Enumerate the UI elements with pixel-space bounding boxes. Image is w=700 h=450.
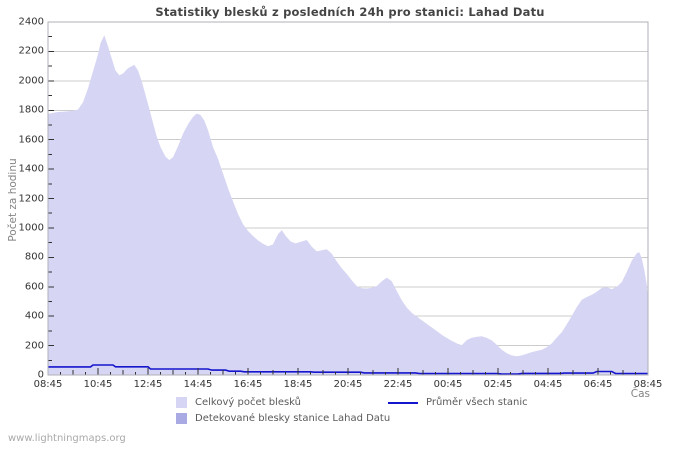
legend-item-station: Detekované blesky stanice Lahad Datu [176, 413, 390, 424]
legend-label-station: Detekované blesky stanice Lahad Datu [195, 413, 391, 424]
y-tick-label: 400 [24, 310, 44, 322]
plot-border [47, 21, 649, 376]
legend-label-total: Celkový počet blesků [195, 397, 302, 408]
x-tick-label: 02:45 [483, 379, 513, 390]
station-area-swatch [176, 413, 187, 424]
legend-item-total: Celkový počet blesků [176, 397, 301, 408]
y-tick-label: 2000 [18, 75, 44, 87]
y-tick-label: 2400 [18, 16, 44, 28]
x-tick-label: 18:45 [283, 379, 313, 390]
x-tick-label: 14:45 [183, 379, 213, 390]
y-tick-label: 1200 [18, 193, 44, 204]
y-tick-label: 600 [24, 281, 44, 293]
y-tick-label: 1000 [18, 222, 44, 234]
x-tick-label: 10:45 [83, 379, 113, 390]
x-axis-title: Čas [630, 388, 650, 400]
y-tick-label: 200 [24, 340, 44, 352]
y-tick-label: 1800 [18, 104, 44, 116]
x-tick-label: 08:45 [33, 379, 63, 390]
chart-title: Statistiky blesků z posledních 24h pro s… [155, 5, 545, 19]
x-tick-label: 20:45 [333, 379, 363, 390]
x-tick-label: 04:45 [533, 379, 563, 390]
y-tick-label: 1400 [18, 163, 44, 175]
x-tick-label: 12:45 [133, 379, 163, 390]
y-tick-label: 2200 [18, 45, 44, 57]
x-tick-label: 00:45 [433, 379, 463, 390]
watermark-link[interactable]: www.lightningmaps.org [8, 433, 126, 444]
y-tick-label: 1600 [18, 134, 44, 146]
legend-item-average: Průměr všech stanic [388, 397, 528, 408]
total-area-swatch [176, 397, 187, 408]
line-series [48, 364, 648, 375]
y-axis-title: Počet za hodinu [7, 158, 19, 242]
y-tick-label: 800 [24, 251, 44, 263]
x-tick-label: 22:45 [383, 379, 413, 390]
average-line-swatch [388, 401, 418, 404]
legend-label-average: Průměr všech stanic [426, 397, 528, 408]
y-tick-label: 0 [37, 369, 44, 381]
x-tick-label: 08:45 [633, 379, 663, 390]
area-series [48, 35, 648, 375]
x-tick-label: 16:45 [233, 379, 263, 390]
x-tick-label: 06:45 [583, 379, 613, 390]
